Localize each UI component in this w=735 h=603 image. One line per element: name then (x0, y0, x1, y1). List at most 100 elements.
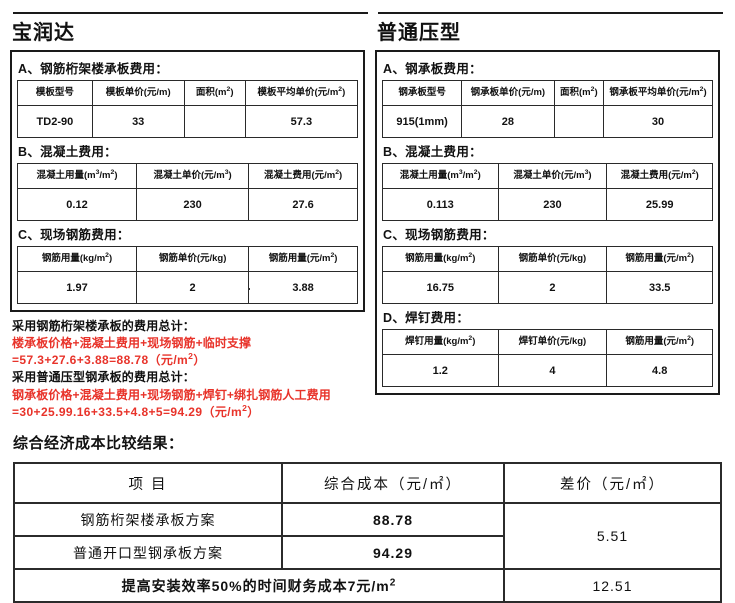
table-row: 16.75 2 33.5 (382, 271, 713, 304)
left-section-title-0: A、钢筋桁架楼承板费用： (18, 62, 169, 76)
comparison-title: 综合经济成本比较结果： (13, 435, 184, 452)
right-section-table-3: 焊钉用量(kg/m2) 焊钉单价(元/kg) 钢筋用量(元/m2) 1.2 4 4.8 (382, 329, 713, 387)
right-cell-2-2: 33.5 (606, 271, 713, 304)
right-col-header-1-0: 混凝土用量(m3/m2) (382, 163, 499, 189)
comparison-header-row: 项 目 综合成本（元/㎡） 差价（元/㎡） (13, 462, 722, 504)
right-col-header-1-1: 混凝土单价(元/m3) (497, 163, 608, 189)
table-header-row: 混凝土用量(m3/m2) 混凝土单价(元/m3) 混凝土费用(元/m2) (382, 163, 713, 189)
right-panel: A、钢承板费用： 钢承板型号 钢承板单价(元/m) 面积(m2) 钢承板平均单价(元/m… (375, 50, 720, 395)
left-cell-0-0: TD2-90 (17, 105, 93, 138)
left-cell-1-1: 230 (135, 188, 250, 221)
left-cell-0-1: 33 (91, 105, 185, 138)
table-row: 普通开口型钢承板方案 94.29 (13, 535, 721, 570)
right-section-title-2: C、现场钢筋费用： (383, 228, 495, 242)
scan-artifact-dot (248, 288, 250, 290)
right-col-header-3-1: 焊钉单价(元/kg) (497, 329, 608, 355)
right-col-header-2-2: 钢筋用量(元/m2) (606, 246, 713, 272)
table-header-row: 钢筋用量(kg/m2) 钢筋单价(元/kg) 钢筋用量(元/m2) (382, 246, 713, 272)
comparison-section: 综合经济成本比较结果： 项 目 综合成本（元/㎡） 差价（元/㎡） 钢筋桁架楼承… (13, 432, 722, 603)
table-header-row: 混凝土用量(m3/m2) 混凝土单价(元/m3) 混凝土费用(元/m2) (17, 163, 358, 189)
summary-line-4: 钢承板价格+混凝土费用+现场钢筋+焊钉+绑扎钢筋人工费用 (12, 387, 331, 402)
right-cell-3-2: 4.8 (606, 354, 713, 387)
right-col-header-1-2: 混凝土费用(元/m2) (606, 163, 713, 189)
right-col-header-0-1: 钢承板单价(元/m) (461, 80, 555, 106)
right-section-table-1: 混凝土用量(m3/m2) 混凝土单价(元/m3) 混凝土费用(元/m2) 0.113 2… (382, 163, 713, 221)
right-cell-1-2: 25.99 (606, 188, 713, 221)
right-cell-2-0: 16.75 (382, 271, 499, 304)
comparison-item-0: 钢筋桁架楼承板方案 (13, 502, 283, 537)
table-header-row: 焊钉用量(kg/m2) 焊钉单价(元/kg) 钢筋用量(元/m2) (382, 329, 713, 355)
comparison-cost-0: 88.78 (281, 502, 505, 537)
right-col-header-2-0: 钢筋用量(kg/m2) (382, 246, 499, 272)
table-header-row: 模板型号 模板单价(元/m) 面积(m2) 模板平均单价(元/m2) (17, 80, 359, 106)
right-cell-1-0: 0.113 (382, 188, 499, 221)
left-cell-0-2 (183, 105, 246, 138)
left-section-table-0: 模板型号 模板单价(元/m) 面积(m2) 模板平均单价(元/m2) TD2-90 33 5… (17, 80, 359, 138)
right-cell-0-2 (553, 105, 605, 138)
right-cell-0-0: 915(1mm) (381, 105, 463, 138)
table-header-row: 钢承板型号 钢承板单价(元/m) 面积(m2) 钢承板平均单价(元/m2) (381, 80, 713, 106)
left-summary-block: 采用钢筋桁架楼承板的费用总计： 楼承板价格+混凝土费用+现场钢筋+临时支撑 =57.… (10, 318, 365, 421)
left-section-title-1: B、混凝土费用： (18, 145, 117, 159)
right-section-title-3: D、焊钉费用： (383, 311, 470, 325)
table-row: 0.113 230 25.99 (382, 188, 713, 221)
left-col-header-2-2: 钢筋用量(元/m2) (248, 246, 358, 272)
right-col-header-0-3: 钢承板平均单价(元/m2) (603, 80, 713, 106)
left-panel: A、钢筋桁架楼承板费用： 模板型号 模板单价(元/m) 面积(m2) 模板平均单价(元/… (10, 50, 365, 312)
comparison-header-cost: 综合成本（元/㎡） (281, 462, 505, 504)
right-cell-1-1: 230 (497, 188, 608, 221)
right-section-title-1: B、混凝土费用： (383, 145, 482, 159)
left-col-header-0-0: 模板型号 (17, 80, 93, 106)
left-col-header-1-0: 混凝土用量(m3/m2) (17, 163, 137, 189)
right-col-header-2-1: 钢筋单价(元/kg) (497, 246, 608, 272)
right-col-header-3-2: 钢筋用量(元/m2) (606, 329, 713, 355)
left-brand-title: 宝润达 (12, 22, 75, 44)
comparison-header-diff: 差价（元/㎡） (503, 462, 722, 504)
right-cell-3-1: 4 (497, 354, 608, 387)
summary-line-5: =30+25.99.16+33.5+4.8+5=94.29（元/m2） (12, 402, 260, 419)
left-col-header-0-2: 面积(m2) (183, 80, 246, 106)
left-col-header-2-1: 钢筋单价(元/kg) (135, 246, 250, 272)
left-column: 宝润达 A、钢筋桁架楼承板费用： 模板型号 模板单价(元/m) 面积(m2) 模板平均单… (10, 22, 365, 421)
right-cell-3-0: 1.2 (382, 354, 499, 387)
comparison-cost-1: 94.29 (281, 535, 505, 570)
left-cell-1-0: 0.12 (17, 188, 137, 221)
right-section-title-0: A、钢承板费用： (383, 62, 482, 76)
left-cell-2-0: 1.97 (17, 271, 137, 304)
comparison-item-1: 普通开口型钢承板方案 (13, 535, 283, 570)
right-col-header-0-0: 钢承板型号 (381, 80, 463, 106)
right-cell-0-1: 28 (461, 105, 555, 138)
left-col-header-2-0: 钢筋用量(kg/m2) (17, 246, 137, 272)
summary-line-0: 采用钢筋桁架楼承板的费用总计： (12, 319, 196, 333)
left-cell-1-2: 27.6 (248, 188, 358, 221)
comparison-table: 项 目 综合成本（元/㎡） 差价（元/㎡） 钢筋桁架楼承板方案 88.78 5.… (13, 462, 722, 603)
comparison-diff-0: 5.51 (503, 502, 722, 570)
left-cell-0-3: 57.3 (244, 105, 359, 138)
left-section-title-2: C、现场钢筋费用： (18, 228, 130, 242)
summary-line-2: =57.3+27.6+3.88=88.78（元/m2） (12, 351, 206, 368)
panels-row: 宝润达 A、钢筋桁架楼承板费用： 模板型号 模板单价(元/m) 面积(m2) 模板平均单… (10, 0, 725, 421)
table-row: 1.2 4 4.8 (382, 354, 713, 387)
table-row: 1.97 2 3.88 (17, 271, 358, 304)
top-rule-left (13, 12, 368, 14)
table-header-row: 钢筋用量(kg/m2) 钢筋单价(元/kg) 钢筋用量(元/m2) (17, 246, 358, 272)
table-row: 钢筋桁架楼承板方案 88.78 5.51 (13, 502, 722, 570)
table-row: 915(1mm) 28 30 (381, 105, 713, 138)
right-column: 普通压型 A、钢承板费用： 钢承板型号 钢承板单价(元/m) 面积(m2) 钢承板平均单… (375, 22, 720, 421)
left-col-header-0-3: 模板平均单价(元/m2) (244, 80, 359, 106)
summary-line-1: 楼承板价格+混凝土费用+现场钢筋+临时支撑 (12, 336, 252, 351)
right-section-table-2: 钢筋用量(kg/m2) 钢筋单价(元/kg) 钢筋用量(元/m2) 16.75 2 33.… (382, 246, 713, 304)
right-brand-title: 普通压型 (377, 22, 461, 44)
table-row: 0.12 230 27.6 (17, 188, 358, 221)
right-col-header-3-0: 焊钉用量(kg/m2) (382, 329, 499, 355)
comparison-header-item: 项 目 (13, 462, 283, 504)
left-col-header-0-1: 模板单价(元/m) (91, 80, 185, 106)
left-col-header-1-2: 混凝土费用(元/m2) (248, 163, 358, 189)
right-section-table-0: 钢承板型号 钢承板单价(元/m) 面积(m2) 钢承板平均单价(元/m2) 915(1m… (381, 80, 713, 138)
right-cell-0-3: 30 (603, 105, 713, 138)
left-cell-2-2: 3.88 (248, 271, 358, 304)
right-col-header-0-2: 面积(m2) (553, 80, 605, 106)
top-rule-right (378, 12, 723, 14)
left-section-table-1: 混凝土用量(m3/m2) 混凝土单价(元/m3) 混凝土费用(元/m2) 0.12 23… (17, 163, 358, 221)
